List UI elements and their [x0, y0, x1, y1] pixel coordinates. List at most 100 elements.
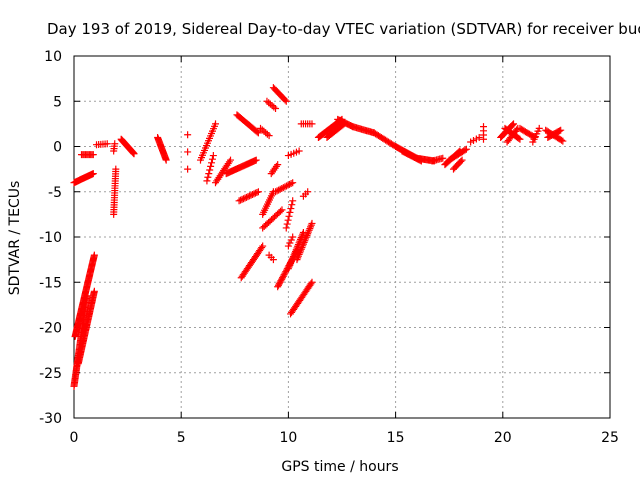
data-point: [238, 195, 246, 203]
data-point: [276, 185, 284, 193]
data-point: [258, 244, 266, 252]
y-tick-label: 5: [53, 94, 62, 110]
data-point: [89, 170, 97, 178]
data-point: [515, 134, 523, 142]
data-point: [162, 156, 170, 164]
data-point: [300, 238, 308, 246]
data-point: [277, 277, 285, 285]
data-point: [282, 97, 290, 105]
data-point: [274, 283, 282, 291]
data-point: [90, 287, 98, 295]
data-point: [307, 280, 315, 288]
data-point: [241, 194, 249, 202]
data-point: [205, 170, 213, 178]
data-point: [184, 131, 192, 139]
data-point: [253, 188, 261, 196]
data-point: [247, 191, 255, 199]
data-point: [302, 233, 310, 241]
data-point: [302, 235, 310, 243]
data-point: [112, 165, 120, 173]
data-point: [308, 219, 316, 227]
data-point: [251, 189, 259, 197]
data-point: [278, 275, 286, 283]
data-points: [70, 84, 567, 390]
plot-frame: [73, 55, 611, 419]
data-point: [278, 206, 286, 214]
data-point: [556, 127, 564, 135]
data-point: [254, 188, 262, 196]
data-point: [304, 228, 312, 236]
data-point: [281, 183, 289, 191]
data-point: [293, 256, 301, 264]
data-point: [287, 258, 295, 266]
data-point: [297, 245, 305, 253]
data-point: [308, 120, 316, 128]
data-point: [273, 187, 281, 195]
data-point: [275, 280, 283, 288]
data-point: [207, 162, 215, 170]
data-point: [282, 182, 290, 190]
data-point: [209, 152, 217, 160]
data-point: [89, 151, 97, 159]
data-point: [279, 272, 287, 280]
data-point: [250, 190, 258, 198]
data-point: [283, 220, 291, 228]
y-tick-label: 10: [44, 49, 62, 65]
data-point: [461, 146, 469, 154]
data-point: [203, 177, 211, 185]
data-point: [513, 126, 521, 134]
data-point: [286, 180, 294, 188]
data-point: [307, 223, 315, 231]
data-point: [510, 120, 518, 128]
data-point: [286, 208, 294, 216]
data-point: [303, 231, 311, 239]
data-point: [248, 191, 256, 199]
data-point: [243, 193, 251, 201]
data-point: [288, 201, 296, 209]
data-point: [280, 271, 288, 279]
data-point: [252, 156, 260, 164]
data-point: [274, 281, 282, 289]
data-point: [294, 254, 302, 262]
data-point: [240, 195, 248, 203]
data-point: [276, 207, 284, 215]
data-point: [111, 140, 119, 148]
data-point: [289, 179, 297, 187]
data-point: [263, 130, 271, 138]
data-point: [208, 155, 216, 163]
data-point: [208, 159, 216, 167]
data-point: [272, 188, 280, 196]
data-point: [279, 274, 287, 282]
data-point: [458, 156, 466, 164]
data-point: [274, 161, 282, 169]
data-point: [275, 186, 283, 194]
y-axis-label: SDTVAR / TECUs: [7, 181, 23, 296]
data-point: [480, 123, 488, 131]
data-point: [237, 196, 245, 204]
data-point: [265, 132, 273, 140]
y-tick-label: -20: [39, 321, 62, 337]
data-point: [254, 129, 262, 137]
data-point: [284, 181, 292, 189]
y-tick-label: 0: [53, 140, 62, 156]
data-point: [204, 173, 212, 181]
data-point: [103, 140, 111, 148]
data-point: [298, 244, 306, 252]
data-point: [286, 239, 294, 247]
data-point: [90, 251, 98, 259]
data-point: [287, 236, 295, 244]
data-point: [306, 225, 314, 233]
data-point: [294, 252, 302, 260]
data-point: [235, 197, 243, 205]
data-point: [184, 165, 192, 173]
data-point: [559, 137, 567, 145]
data-point: [227, 156, 235, 164]
data-point: [286, 261, 294, 269]
data-point: [245, 192, 253, 200]
data-point: [439, 154, 447, 162]
data-point: [295, 147, 303, 155]
data-point: [287, 260, 295, 268]
y-tick-label: -15: [39, 275, 62, 291]
data-point: [304, 230, 312, 238]
